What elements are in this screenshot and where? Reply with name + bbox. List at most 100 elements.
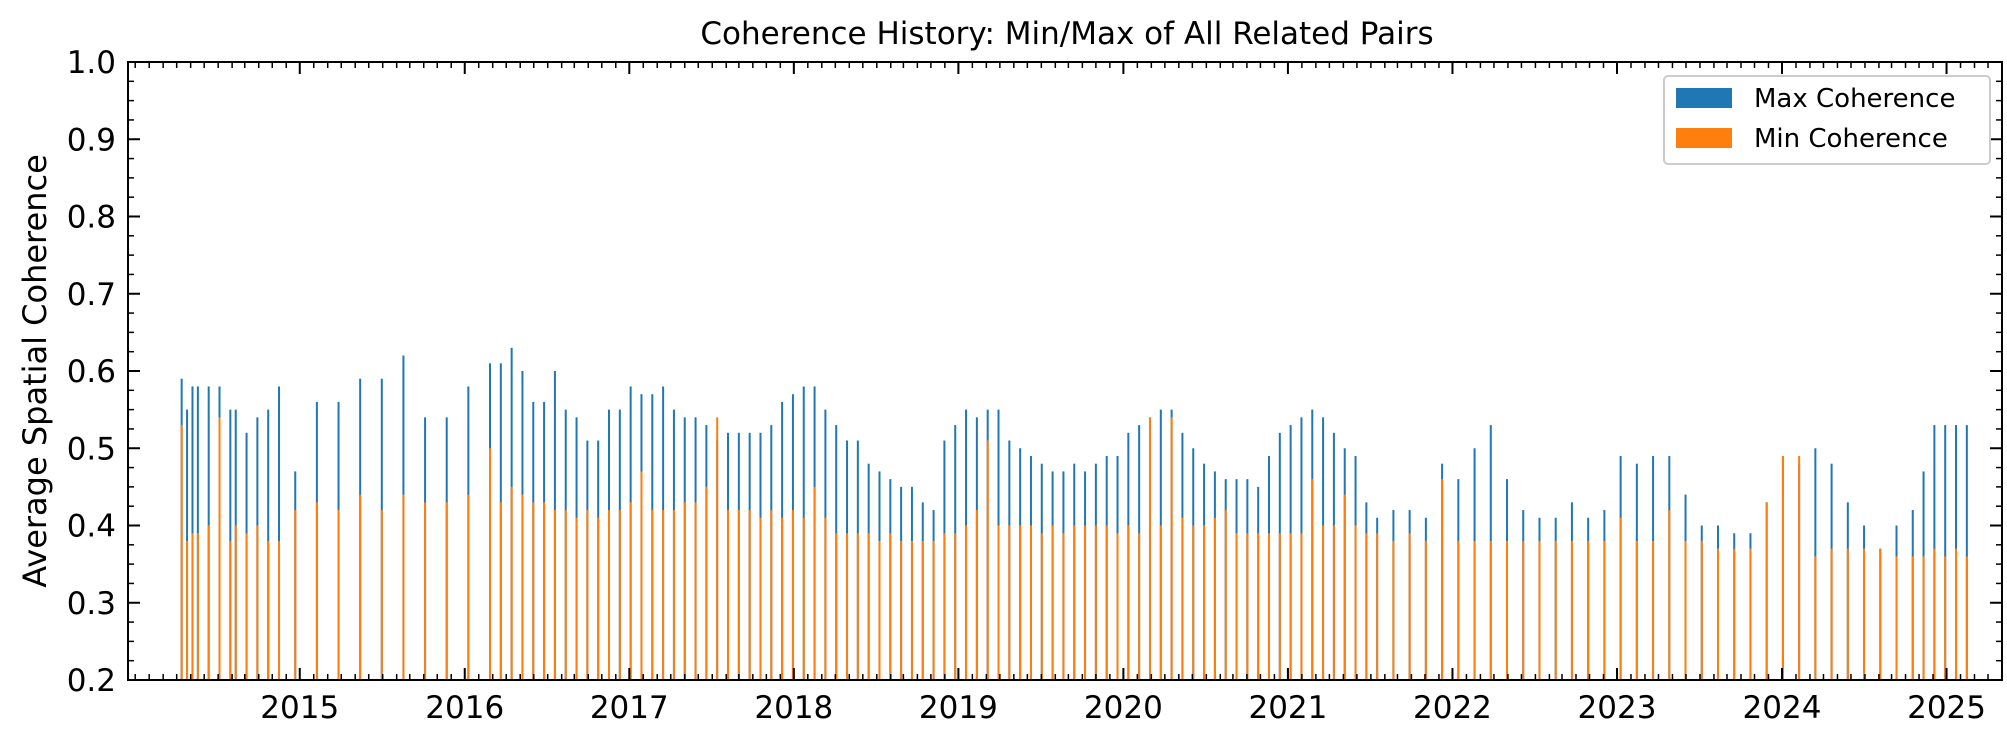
min-coherence-bar bbox=[1603, 540, 1606, 680]
min-coherence-bar bbox=[359, 494, 362, 680]
min-coherence-bar bbox=[824, 517, 827, 680]
min-coherence-bar bbox=[1538, 540, 1541, 680]
min-coherence-bar bbox=[256, 525, 259, 680]
min-coherence-bar bbox=[186, 540, 189, 680]
min-coherence-bar bbox=[1846, 548, 1849, 680]
min-coherence-bar bbox=[889, 533, 892, 680]
min-coherence-bar bbox=[1159, 525, 1162, 680]
min-coherence-bar bbox=[1879, 548, 1882, 680]
min-coherence-bar bbox=[267, 540, 270, 680]
min-coherence-bar bbox=[672, 510, 675, 680]
min-coherence-bar bbox=[489, 448, 491, 680]
min-coherence-bar bbox=[1684, 540, 1687, 680]
min-coherence-bar bbox=[586, 510, 589, 680]
min-coherence-bar bbox=[629, 502, 632, 680]
min-coherence-bar bbox=[1322, 525, 1325, 680]
min-coherence-bar bbox=[445, 502, 448, 680]
min-coherence-bar bbox=[1506, 540, 1509, 680]
y-tick-label: 0.4 bbox=[67, 509, 116, 545]
min-coherence-bar bbox=[1354, 525, 1357, 680]
min-coherence-bar bbox=[402, 494, 405, 680]
min-coherence-bar bbox=[1051, 525, 1054, 680]
x-tick-label: 2018 bbox=[754, 690, 833, 726]
y-tick-label: 0.6 bbox=[67, 354, 116, 390]
min-coherence-bar bbox=[1473, 540, 1476, 680]
min-coherence-bar bbox=[191, 533, 194, 680]
x-tick-label: 2025 bbox=[1907, 690, 1986, 726]
x-tick-label: 2016 bbox=[425, 690, 504, 726]
y-tick-label: 0.5 bbox=[67, 431, 116, 467]
min-coherence-bar bbox=[813, 486, 816, 681]
min-coherence-bar bbox=[1300, 533, 1303, 680]
min-coherence-bar bbox=[1955, 548, 1958, 680]
min-coherence-bar bbox=[207, 525, 210, 680]
min-coherence-bar bbox=[521, 494, 524, 680]
min-coherence-bar bbox=[1019, 525, 1022, 680]
y-tick-label: 0.2 bbox=[67, 663, 116, 699]
min-coherence-bar bbox=[1570, 540, 1573, 680]
min-coherence-bar bbox=[694, 502, 697, 680]
min-coherence-bar bbox=[727, 510, 730, 680]
y-tick-label: 1.0 bbox=[67, 45, 116, 81]
min-coherence-bar bbox=[1192, 525, 1195, 680]
min-coherence-bar bbox=[1257, 533, 1260, 680]
min-coherence-bar bbox=[1457, 540, 1460, 680]
min-coherence-bar bbox=[1830, 548, 1833, 680]
min-coherence-bar bbox=[1922, 556, 1925, 680]
min-coherence-bar bbox=[1798, 455, 1801, 680]
min-coherence-bar bbox=[1911, 556, 1914, 680]
x-tick-label: 2015 bbox=[260, 690, 339, 726]
legend-swatch-min bbox=[1676, 128, 1732, 148]
min-coherence-bar bbox=[543, 502, 546, 680]
min-coherence-bar bbox=[1408, 533, 1411, 680]
min-coherence-bar bbox=[245, 533, 248, 680]
min-coherence-bar bbox=[1073, 525, 1076, 680]
min-coherence-bar bbox=[1376, 533, 1379, 680]
min-coherence-bar bbox=[1278, 533, 1281, 680]
min-coherence-bar bbox=[640, 471, 643, 680]
min-coherence-bar bbox=[662, 510, 665, 680]
min-coherence-bar bbox=[1668, 510, 1671, 680]
min-coherence-bar bbox=[618, 510, 621, 680]
min-coherence-bar bbox=[510, 486, 513, 681]
min-coherence-bar bbox=[1289, 533, 1292, 680]
max-coherence-bar bbox=[1944, 425, 1947, 680]
legend-frame bbox=[1663, 75, 1991, 165]
min-coherence-bar bbox=[196, 533, 199, 680]
min-coherence-bar bbox=[737, 510, 740, 680]
y-tick-label: 0.7 bbox=[67, 277, 116, 313]
min-coherence-bar bbox=[1116, 533, 1119, 680]
min-coherence-bar bbox=[835, 533, 838, 680]
min-coherence-bar bbox=[229, 540, 232, 680]
chart-title: Coherence History: Min/Max of All Relate… bbox=[700, 16, 1433, 52]
min-coherence-bar bbox=[278, 540, 281, 680]
min-coherence-bar bbox=[1895, 556, 1898, 680]
y-axis-label: Average Spatial Coherence bbox=[16, 154, 54, 588]
min-coherence-bar bbox=[1522, 540, 1525, 680]
min-coherence-bar bbox=[1105, 525, 1108, 680]
min-coherence-bar bbox=[1365, 533, 1368, 680]
x-tick-label: 2020 bbox=[1084, 690, 1163, 726]
min-coherence-bar bbox=[575, 517, 578, 680]
min-coherence-bar bbox=[791, 510, 794, 680]
min-coherence-bar bbox=[1863, 548, 1866, 680]
max-coherence-bar bbox=[196, 386, 199, 680]
min-coherence-bar bbox=[1652, 540, 1655, 680]
x-tick-label: 2021 bbox=[1248, 690, 1327, 726]
min-coherence-bar bbox=[1332, 525, 1335, 680]
min-coherence-bar bbox=[424, 502, 427, 680]
min-coherence-bar bbox=[759, 517, 762, 680]
min-coherence-bar bbox=[856, 533, 859, 680]
min-coherence-bar bbox=[986, 440, 989, 680]
min-coherence-bar bbox=[748, 510, 751, 680]
max-coherence-bar bbox=[191, 386, 194, 680]
min-coherence-bar bbox=[921, 540, 924, 680]
min-coherence-bar bbox=[180, 425, 183, 680]
min-coherence-bar bbox=[1213, 517, 1216, 680]
min-coherence-bar bbox=[1635, 540, 1638, 680]
min-coherence-bar bbox=[716, 417, 719, 680]
min-coherence-bar bbox=[1008, 525, 1011, 680]
min-coherence-bar bbox=[900, 540, 903, 680]
legend-label-min: Min Coherence bbox=[1754, 124, 1948, 154]
min-coherence-bar bbox=[965, 525, 968, 680]
